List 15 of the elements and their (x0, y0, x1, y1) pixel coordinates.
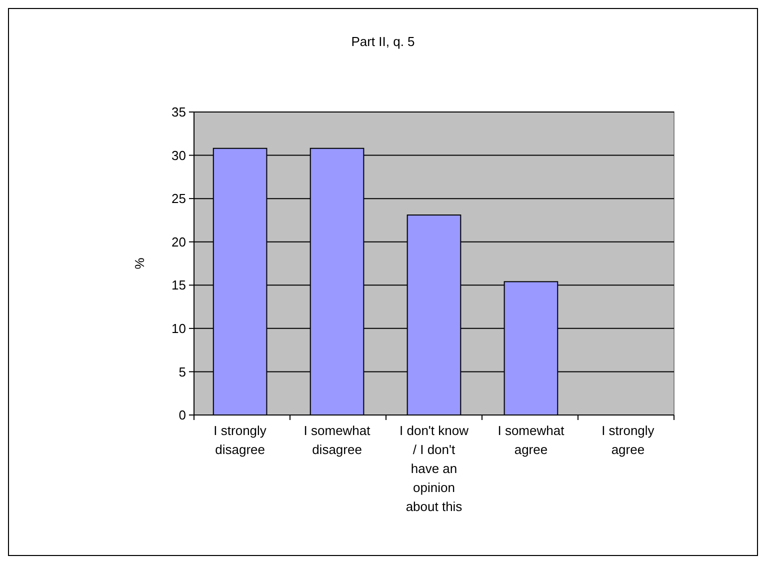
y-tick-label: 15 (172, 278, 186, 293)
y-tick-label: 10 (172, 320, 186, 336)
x-tick-label: I somewhat agree (498, 423, 565, 457)
y-tick-label: 35 (172, 104, 186, 120)
y-axis-title: % (132, 257, 147, 270)
x-tick-label: I strongly disagree (214, 423, 267, 457)
y-tick-label: 25 (172, 191, 186, 206)
chart-title: Part II, q. 5 (351, 34, 415, 49)
x-tick-label: I somewhat disagree (304, 423, 371, 457)
x-tick-label: I strongly agree (602, 423, 655, 457)
y-tick-label: 5 (178, 364, 186, 380)
y-tick-label: 30 (172, 148, 186, 163)
x-tick-label: I don't know / I don't have an opinion about this (400, 423, 470, 514)
y-tick-label: 20 (172, 234, 186, 250)
y-tick-label: 0 (178, 408, 186, 423)
